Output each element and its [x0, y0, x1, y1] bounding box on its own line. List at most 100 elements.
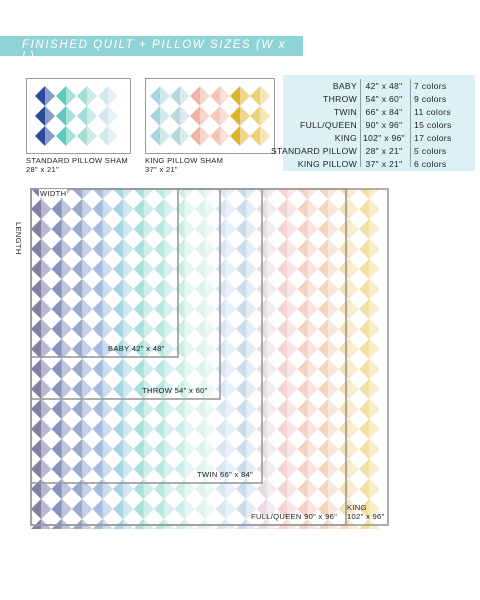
quilt-diamond — [277, 458, 298, 480]
quilt-diamond — [338, 418, 359, 440]
quilt-diamond — [31, 418, 52, 440]
quilt-diamond — [338, 278, 359, 300]
quilt-diamond — [215, 378, 236, 400]
quilt-diamond — [174, 418, 195, 440]
quilt-diamond — [215, 418, 236, 440]
quilt-diamond — [359, 438, 380, 460]
size-table-colors: 5 colors — [414, 146, 447, 156]
quilt-diamond — [72, 458, 93, 480]
quilt-diamond — [338, 398, 359, 420]
title-banner: FINISHED QUILT + PILLOW SIZES (W x L) — [0, 36, 303, 63]
sham-diamond — [210, 86, 230, 106]
size-table-row: KING PILLOW 37" x 21" 6 colors — [283, 158, 475, 171]
quilt-diamond — [318, 258, 339, 280]
quilt-diamond — [236, 318, 257, 340]
quilt-diamond — [359, 189, 380, 200]
size-table-name: STANDARD PILLOW — [271, 146, 357, 156]
sham-diamond — [56, 106, 76, 126]
size-table-name: FULL/QUEEN — [300, 120, 357, 130]
quilt-diamond — [215, 458, 236, 480]
quilt-diamond — [113, 238, 134, 260]
quilt-diamond — [154, 258, 175, 280]
quilt-diamond — [174, 498, 195, 520]
quilt-diamond — [92, 258, 113, 280]
quilt-diamond — [51, 198, 72, 220]
quilt-diamond — [133, 398, 154, 420]
quilt-diamond — [154, 518, 175, 529]
quilt-diamond — [31, 198, 52, 220]
quilt-diamond — [133, 438, 154, 460]
king-sham-label: KING PILLOW SHAM 37" x 21" — [145, 156, 223, 174]
twin-dims: 66" x 84" — [220, 470, 254, 479]
sham-diamond — [98, 106, 118, 126]
banner-title: FINISHED QUILT + PILLOW SIZES (W x L) — [22, 39, 287, 63]
quilt-diamond — [195, 218, 216, 240]
quilt-diamond — [113, 298, 134, 320]
quilt-diamond — [195, 258, 216, 280]
quilt-diamond — [256, 318, 277, 340]
twin-name: TWIN — [197, 470, 218, 479]
quilt-diamond — [359, 318, 380, 340]
quilt-diamond — [51, 258, 72, 280]
size-table-name: KING PILLOW — [297, 159, 357, 169]
quilt-diamond — [277, 258, 298, 280]
quilt-diamond — [195, 478, 216, 500]
quilt-diamond — [92, 478, 113, 500]
sham-diamond — [150, 86, 170, 106]
size-table-dimensions: 54" x 60" — [365, 94, 403, 104]
quilt-diamond — [92, 398, 113, 420]
quilt-diamond — [195, 498, 216, 520]
quilt-diamond — [174, 398, 195, 420]
quilt-diamond — [154, 398, 175, 420]
quilt-diamond — [236, 189, 257, 200]
size-table-row: KING 102" x 96" 17 colors — [283, 132, 475, 145]
quilt-diamond — [318, 498, 339, 520]
quilt-diamond — [92, 189, 113, 200]
quilt-diamond — [72, 418, 93, 440]
quilt-diamond — [31, 438, 52, 460]
quilt-diamond — [92, 518, 113, 529]
quilt-diamond — [133, 498, 154, 520]
quilt-diamond — [256, 398, 277, 420]
quilt-diamond — [256, 198, 277, 220]
size-table-colors: 7 colors — [414, 81, 447, 91]
quilt-diamond — [51, 218, 72, 240]
quilt-diamond — [154, 218, 175, 240]
quilt-diamond — [318, 298, 339, 320]
sham-diamond — [170, 126, 190, 146]
sham-diamond — [190, 86, 210, 106]
quilt-diamond — [236, 258, 257, 280]
quilt-diamond — [318, 278, 339, 300]
quilt-diamond — [51, 238, 72, 260]
quilt-diamond — [359, 458, 380, 480]
sham-diamond — [35, 86, 55, 106]
quilt-diamond — [31, 478, 52, 500]
quilt-diamond — [297, 358, 318, 380]
quilt-diamond — [31, 218, 52, 240]
quilt-diamond — [277, 298, 298, 320]
quilt-diamond — [31, 238, 52, 260]
quilt-diamond — [338, 198, 359, 220]
quilt-diamond — [215, 238, 236, 260]
quilt-diamond — [359, 378, 380, 400]
quilt-diamond — [256, 338, 277, 360]
size-table-dimensions: 37" x 21" — [365, 159, 403, 169]
quilt-diamond — [51, 298, 72, 320]
size-table-row: STANDARD PILLOW 28" x 21" 5 colors — [271, 145, 475, 158]
quilt-diamond — [154, 498, 175, 520]
baby-name: BABY — [108, 344, 130, 353]
quilt-diamond — [236, 518, 257, 529]
quilt-diamond — [359, 238, 380, 260]
quilt-diamond — [154, 278, 175, 300]
quilt-diamond — [133, 418, 154, 440]
sham-diamond — [35, 106, 55, 126]
quilt-diamond — [31, 458, 52, 480]
quilt-diamond — [51, 378, 72, 400]
size-table-dimensions: 28" x 21" — [365, 146, 403, 156]
quilt-diamond — [154, 189, 175, 200]
sham-diamond — [150, 106, 170, 126]
quilt-diamond — [338, 518, 359, 529]
size-table-dimensions: 90" x 96" — [365, 120, 403, 130]
quilt-diamond — [256, 438, 277, 460]
quilt-diamond — [318, 218, 339, 240]
